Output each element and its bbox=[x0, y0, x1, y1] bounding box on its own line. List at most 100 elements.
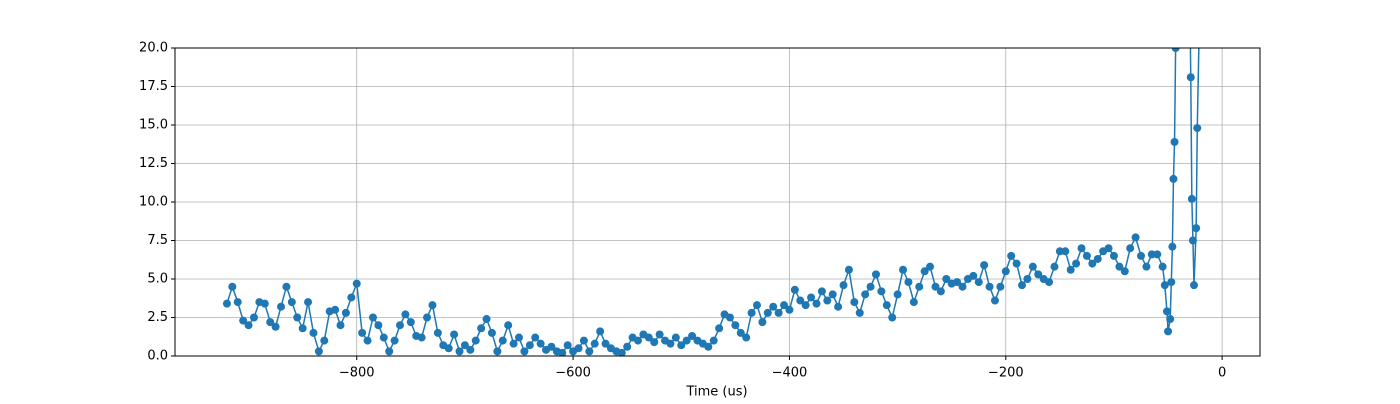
data-point bbox=[899, 265, 908, 274]
data-point bbox=[1188, 236, 1197, 245]
data-point bbox=[790, 285, 799, 294]
data-point bbox=[466, 345, 475, 354]
data-point bbox=[1001, 267, 1010, 276]
data-point bbox=[563, 341, 572, 350]
y-tick-label: 0.0 bbox=[147, 349, 168, 364]
data-point bbox=[1034, 270, 1043, 279]
data-point bbox=[742, 333, 751, 342]
data-point bbox=[666, 339, 675, 348]
data-point bbox=[877, 287, 886, 296]
data-point bbox=[433, 328, 442, 337]
data-point bbox=[1186, 73, 1195, 82]
data-point bbox=[817, 287, 826, 296]
data-point bbox=[222, 299, 231, 308]
data-point bbox=[958, 282, 967, 291]
data-point bbox=[633, 336, 642, 345]
data-point bbox=[769, 302, 778, 311]
data-point bbox=[293, 313, 302, 322]
data-point bbox=[1171, 48, 1180, 52]
data-point bbox=[747, 308, 756, 317]
data-point bbox=[796, 296, 805, 305]
data-point bbox=[536, 339, 545, 348]
data-point bbox=[487, 328, 496, 337]
data-point bbox=[953, 278, 962, 287]
data-point bbox=[1012, 259, 1021, 268]
data-point bbox=[671, 333, 680, 342]
data-point bbox=[368, 313, 377, 322]
data-point bbox=[228, 282, 237, 291]
x-tick-label: −800 bbox=[339, 366, 375, 381]
data-point bbox=[282, 282, 291, 291]
data-point bbox=[882, 301, 891, 310]
data-point bbox=[244, 321, 253, 330]
data-point bbox=[866, 282, 875, 291]
data-point bbox=[1168, 242, 1177, 251]
x-axis-label: Time (us) bbox=[685, 385, 747, 400]
data-point bbox=[428, 301, 437, 310]
data-point bbox=[233, 298, 242, 307]
data-point bbox=[455, 347, 464, 356]
data-point bbox=[617, 348, 626, 356]
data-point bbox=[990, 296, 999, 305]
data-point bbox=[926, 262, 935, 271]
plot-area bbox=[222, 13, 1203, 356]
data-point bbox=[585, 347, 594, 356]
data-point bbox=[450, 330, 459, 339]
y-tick-label: 17.5 bbox=[139, 79, 168, 94]
data-point bbox=[1160, 281, 1169, 290]
data-point bbox=[347, 293, 356, 302]
data-point bbox=[514, 333, 523, 342]
data-point bbox=[1169, 174, 1178, 183]
data-point bbox=[547, 342, 556, 351]
data-point bbox=[287, 298, 296, 307]
data-point bbox=[277, 302, 286, 311]
data-point bbox=[498, 336, 507, 345]
data-point bbox=[1195, 13, 1203, 21]
data-point bbox=[1190, 281, 1199, 290]
data-point bbox=[839, 281, 848, 290]
data-point bbox=[774, 308, 783, 317]
data-point bbox=[396, 321, 405, 330]
data-point bbox=[249, 313, 258, 322]
data-point bbox=[320, 336, 329, 345]
data-point bbox=[271, 322, 280, 331]
data-point bbox=[985, 282, 994, 291]
data-point bbox=[725, 313, 734, 322]
data-point bbox=[688, 331, 697, 340]
data-point bbox=[406, 318, 415, 327]
data-point bbox=[969, 271, 978, 280]
data-point bbox=[558, 348, 567, 356]
data-point bbox=[1162, 307, 1171, 316]
data-point bbox=[731, 321, 740, 330]
data-point bbox=[596, 327, 605, 336]
data-point bbox=[1093, 254, 1102, 263]
data-point bbox=[1061, 247, 1070, 256]
data-point bbox=[1045, 278, 1054, 287]
data-point bbox=[336, 321, 345, 330]
x-tick-label: −400 bbox=[772, 366, 808, 381]
data-point bbox=[379, 333, 388, 342]
data-point bbox=[780, 301, 789, 310]
data-point bbox=[980, 261, 989, 270]
data-point bbox=[390, 336, 399, 345]
data-point bbox=[385, 347, 394, 356]
y-tick-label: 15.0 bbox=[139, 118, 168, 133]
data-point bbox=[1158, 262, 1167, 271]
y-tick-label: 10.0 bbox=[139, 195, 168, 210]
data-point bbox=[807, 293, 816, 302]
data-point bbox=[477, 324, 486, 333]
data-point bbox=[823, 296, 832, 305]
data-point bbox=[736, 328, 745, 337]
data-point bbox=[709, 336, 718, 345]
data-point bbox=[904, 278, 913, 287]
data-point bbox=[1066, 265, 1075, 274]
data-point bbox=[677, 341, 686, 350]
data-point bbox=[504, 321, 513, 330]
data-point bbox=[460, 341, 469, 350]
data-point bbox=[509, 339, 518, 348]
data-point bbox=[844, 265, 853, 274]
data-point bbox=[1164, 327, 1173, 336]
data-point bbox=[888, 313, 897, 322]
data-point bbox=[623, 342, 632, 351]
